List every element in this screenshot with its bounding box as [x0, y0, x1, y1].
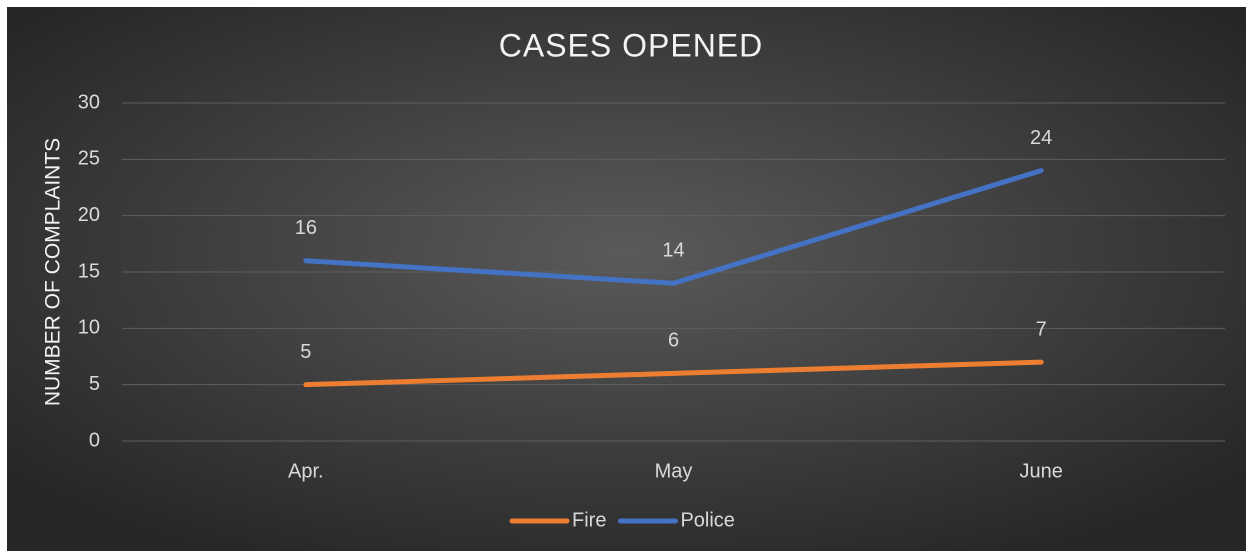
y-tick-label: 0	[89, 429, 100, 451]
x-tick-label: Apr.	[288, 460, 324, 482]
legend-label: Fire	[572, 509, 606, 531]
data-label: 7	[1036, 318, 1047, 340]
data-label: 14	[662, 240, 684, 262]
data-label: 5	[300, 341, 311, 363]
y-tick-label: 20	[78, 204, 100, 226]
y-axis-label: NUMBER OF COMPLAINTS	[42, 138, 65, 406]
x-tick-label: June	[1019, 460, 1062, 482]
data-label: 6	[668, 330, 679, 352]
chart-title: CASES OPENED	[499, 27, 764, 63]
y-tick-label: 5	[89, 373, 100, 395]
legend-label: Police	[680, 509, 734, 531]
y-tick-label: 25	[78, 148, 100, 170]
series-line	[303, 359, 1044, 388]
x-tick-label: May	[655, 460, 693, 482]
data-label: 24	[1030, 127, 1052, 149]
series-line	[303, 168, 1044, 286]
y-tick-label: 10	[78, 317, 100, 339]
y-tick-label: 30	[78, 91, 100, 113]
data-label: 16	[295, 217, 317, 239]
y-tick-label: 15	[78, 260, 100, 282]
